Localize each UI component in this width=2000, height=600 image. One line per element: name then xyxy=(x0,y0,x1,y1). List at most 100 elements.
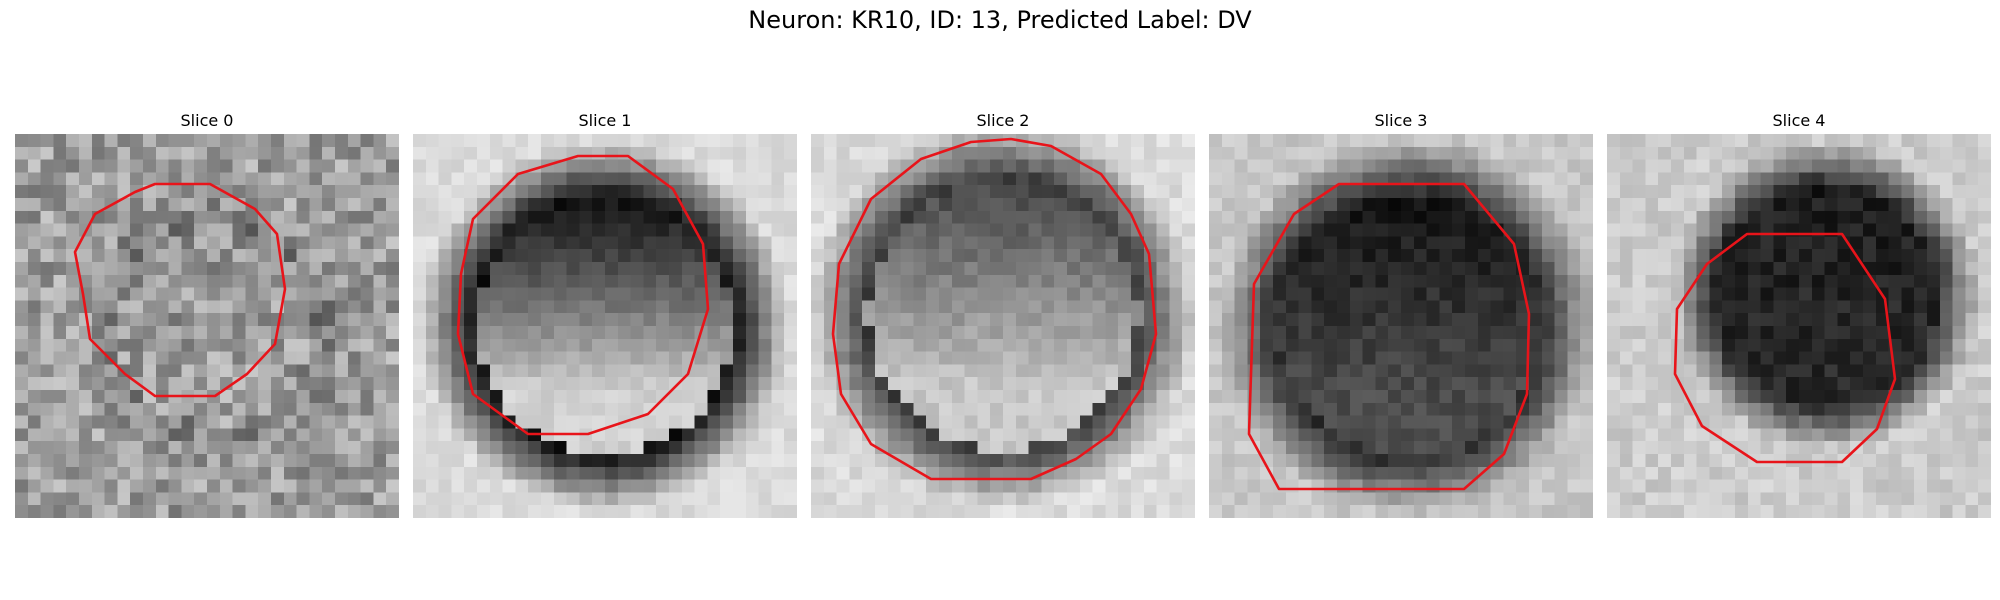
pixel-cell xyxy=(964,402,978,416)
pixel-cell xyxy=(1285,505,1299,518)
pixel-cell xyxy=(1939,364,1953,378)
pixel-cell xyxy=(1554,377,1568,391)
pixel-cell xyxy=(464,415,478,429)
pixel-cell xyxy=(1273,402,1287,416)
pixel-cell xyxy=(1234,338,1248,352)
pixel-cell xyxy=(232,159,246,173)
pixel-cell xyxy=(1375,351,1389,365)
pixel-cell xyxy=(1143,390,1157,404)
pixel-cell xyxy=(617,249,631,263)
pixel-cell xyxy=(66,159,80,173)
pixel-cell xyxy=(951,505,965,518)
pixel-cell xyxy=(1735,172,1749,186)
pixel-cell xyxy=(347,300,361,314)
pixel-cell xyxy=(1683,146,1697,160)
pixel-cell xyxy=(1273,415,1287,429)
pixel-cell xyxy=(862,505,876,518)
pixel-cell xyxy=(836,198,850,212)
pixel-cell xyxy=(1607,300,1621,314)
pixel-cell xyxy=(1875,262,1889,276)
pixel-cell xyxy=(553,441,567,455)
pixel-cell xyxy=(258,364,272,378)
pixel-cell xyxy=(1735,326,1749,340)
pixel-cell xyxy=(1015,300,1029,314)
pixel-cell xyxy=(1709,287,1723,301)
pixel-cell xyxy=(771,390,785,404)
pixel-cell xyxy=(733,313,747,327)
pixel-cell xyxy=(656,326,670,340)
pixel-cell xyxy=(990,146,1004,160)
pixel-cell xyxy=(528,210,542,224)
pixel-cell xyxy=(1401,249,1415,263)
pixel-cell xyxy=(862,415,876,429)
pixel-cell xyxy=(1914,377,1928,391)
pixel-cell xyxy=(219,492,233,506)
pixel-cell xyxy=(579,262,593,276)
pixel-cell xyxy=(1760,441,1774,455)
pixel-cell xyxy=(245,210,259,224)
pixel-cell xyxy=(1028,428,1042,442)
pixel-cell xyxy=(1234,390,1248,404)
pixel-cell xyxy=(811,402,825,416)
pixel-cell xyxy=(1260,351,1274,365)
pixel-cell xyxy=(1671,210,1685,224)
pixel-cell xyxy=(296,313,310,327)
pixel-cell xyxy=(515,466,529,480)
pixel-cell xyxy=(335,390,349,404)
pixel-cell xyxy=(1516,236,1530,250)
pixel-cell xyxy=(1722,377,1736,391)
pixel-cell xyxy=(53,402,67,416)
pixel-cell xyxy=(1247,454,1261,468)
pixel-cell xyxy=(1965,198,1979,212)
pixel-cell xyxy=(643,274,657,288)
pixel-cell xyxy=(887,505,901,518)
pixel-cell xyxy=(1349,402,1363,416)
pixel-cell xyxy=(1952,236,1966,250)
pixel-cell xyxy=(1337,338,1351,352)
pixel-cell xyxy=(1465,262,1479,276)
pixel-cell xyxy=(656,185,670,199)
pixel-cell xyxy=(990,415,1004,429)
pixel-cell xyxy=(413,172,427,186)
pixel-cell xyxy=(245,159,259,173)
pixel-cell xyxy=(1054,159,1068,173)
pixel-cell xyxy=(245,479,259,493)
pixel-cell xyxy=(1028,390,1042,404)
pixel-cell xyxy=(849,262,863,276)
pixel-cell xyxy=(1118,326,1132,340)
pixel-cell xyxy=(1658,428,1672,442)
pixel-cell xyxy=(1131,505,1145,518)
pixel-cell xyxy=(771,415,785,429)
pixel-cell xyxy=(681,185,695,199)
pixel-cell xyxy=(1298,146,1312,160)
pixel-cell xyxy=(939,377,953,391)
pixel-cell xyxy=(1337,146,1351,160)
pixel-cell xyxy=(1349,326,1363,340)
pixel-cell xyxy=(309,223,323,237)
pixel-cell xyxy=(1067,223,1081,237)
pixel-cell xyxy=(1850,274,1864,288)
pixel-cell xyxy=(219,274,233,288)
pixel-cell xyxy=(464,428,478,442)
pixel-cell xyxy=(811,172,825,186)
pixel-cell xyxy=(1824,159,1838,173)
pixel-cell xyxy=(1824,198,1838,212)
pixel-cell xyxy=(502,134,516,148)
pixel-cell xyxy=(1914,364,1928,378)
pixel-cell xyxy=(27,185,41,199)
pixel-cell xyxy=(566,223,580,237)
pixel-cell xyxy=(143,402,157,416)
pixel-cell xyxy=(1529,300,1543,314)
pixel-cell xyxy=(1131,185,1145,199)
pixel-cell xyxy=(900,287,914,301)
pixel-cell xyxy=(155,466,169,480)
pixel-cell xyxy=(1799,249,1813,263)
pixel-cell xyxy=(1092,262,1106,276)
pixel-cell xyxy=(1452,466,1466,480)
pixel-cell xyxy=(1477,249,1491,263)
pixel-cell xyxy=(1503,198,1517,212)
pixel-cell xyxy=(219,351,233,365)
pixel-cell xyxy=(79,441,93,455)
pixel-cell xyxy=(425,441,439,455)
pixel-cell xyxy=(1683,262,1697,276)
